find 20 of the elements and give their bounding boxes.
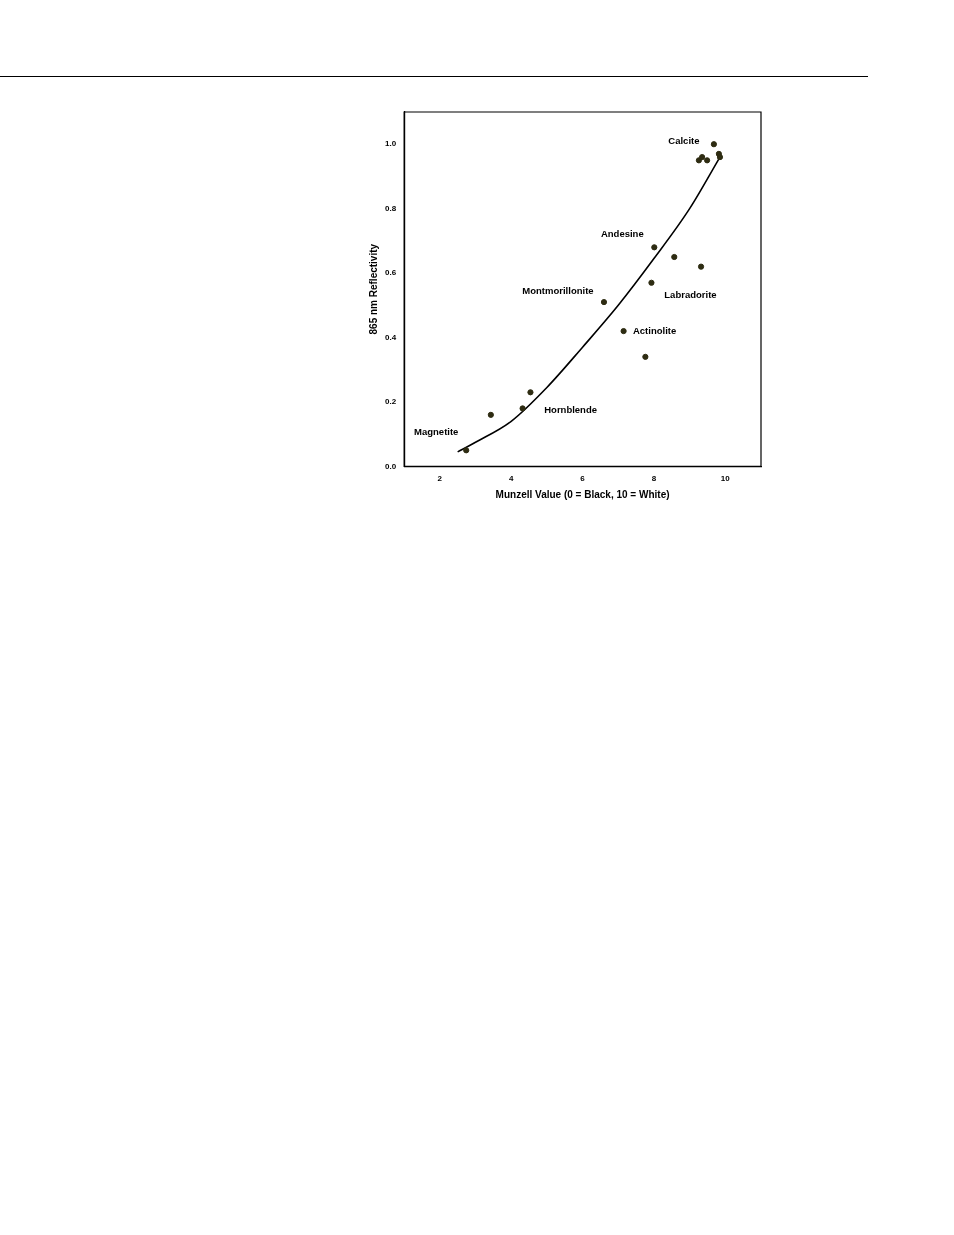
annotation: Calcite: [668, 134, 700, 146]
x-tick-label: 10: [720, 474, 731, 484]
y-tick-label: 0.2: [385, 397, 397, 407]
annotation: Hornblende: [544, 404, 597, 416]
annotation: Labradorite: [664, 289, 717, 301]
annotation: Magnetite: [414, 425, 459, 437]
y-axis-title: 865 nm Reflectivity: [367, 243, 379, 335]
y-tick-label: 0.0: [385, 461, 397, 471]
y-tick-label: 0.6: [385, 268, 397, 278]
x-tick-label: 2: [437, 474, 443, 484]
x-tick-label: 6: [580, 474, 586, 484]
x-tick-label: 8: [651, 474, 657, 484]
annotation: Actinolite: [632, 324, 677, 336]
x-axis-title: Munzell Value (0 = Black, 10 = White): [495, 488, 670, 500]
y-tick-label: 0.4: [385, 332, 397, 342]
annotation: Andesine: [600, 227, 644, 239]
y-tick-label: 1.0: [385, 139, 397, 149]
y-tick-label: 0.8: [385, 203, 397, 213]
annotation: Montmorillonite: [522, 284, 594, 296]
x-tick-label: 4: [508, 474, 514, 484]
